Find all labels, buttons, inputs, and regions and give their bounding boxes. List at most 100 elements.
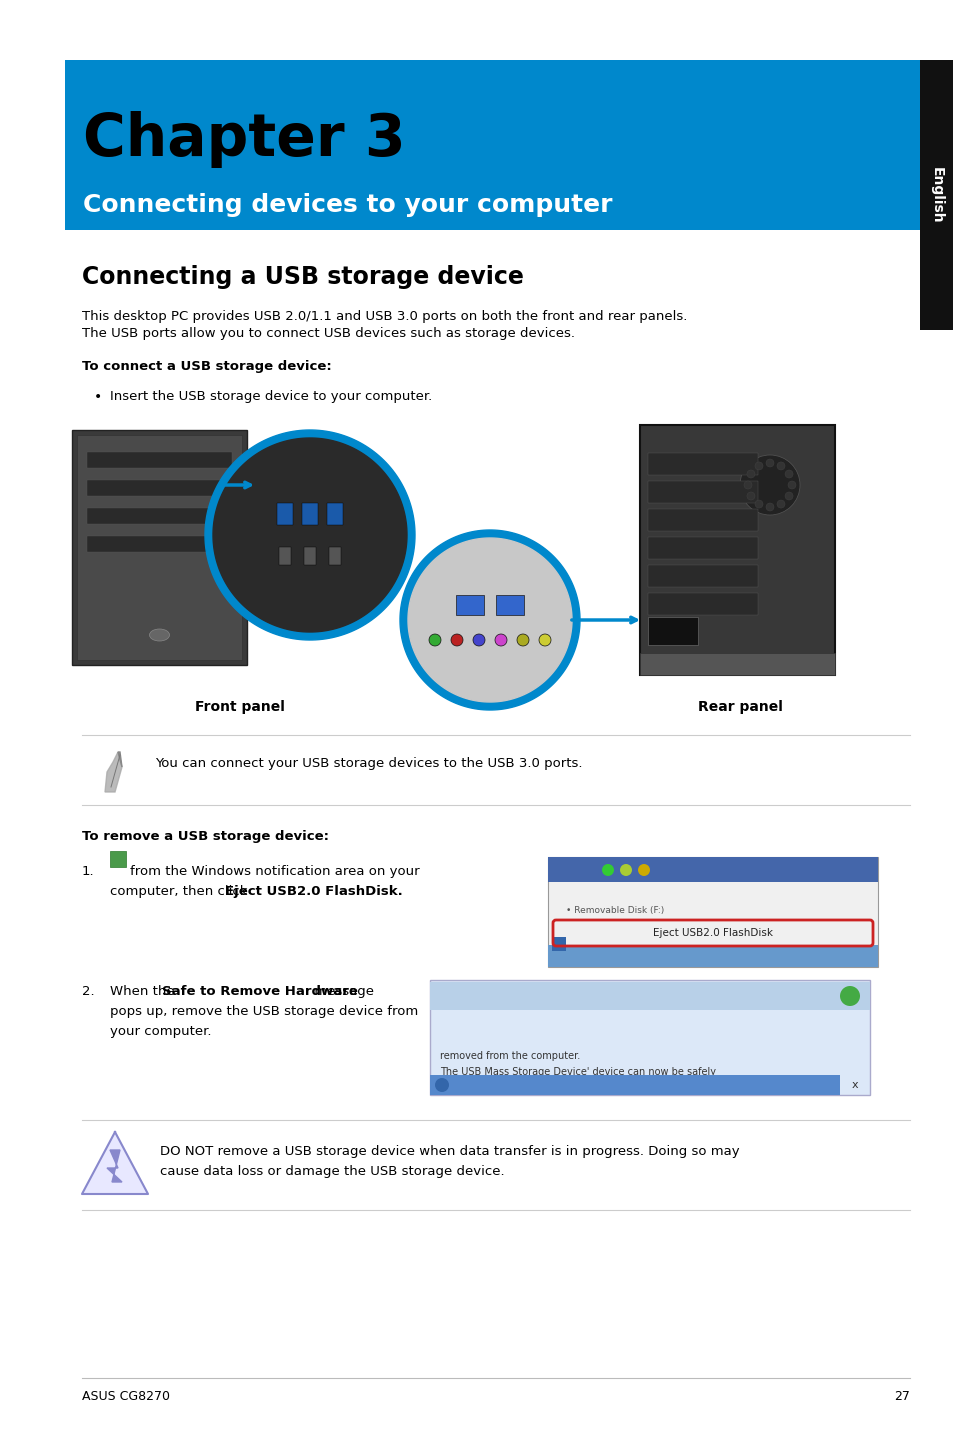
Bar	[547, 857, 877, 881]
Text: i: i	[439, 1080, 443, 1090]
Ellipse shape	[754, 462, 762, 470]
Text: Eject USB2.0 FlashDisk.: Eject USB2.0 FlashDisk.	[225, 884, 402, 897]
Ellipse shape	[754, 500, 762, 508]
Bar	[276, 503, 293, 525]
Polygon shape	[105, 752, 122, 792]
Text: removed from the computer.: removed from the computer.	[439, 1051, 579, 1061]
Text: ✓: ✓	[114, 870, 121, 880]
Text: English: English	[929, 167, 943, 223]
Bar	[919, 60, 953, 329]
Polygon shape	[107, 1150, 122, 1182]
Bar	[327, 503, 343, 525]
Bar	[87, 480, 232, 496]
Text: message: message	[310, 985, 374, 998]
Text: 1/1/2002: 1/1/2002	[835, 870, 869, 880]
Text: Front panel: Front panel	[194, 700, 285, 715]
Text: Rear panel: Rear panel	[697, 700, 781, 715]
Polygon shape	[408, 538, 572, 702]
Polygon shape	[242, 475, 312, 495]
Polygon shape	[205, 430, 415, 640]
Text: Safe to Remove Hardware: Safe to Remove Hardware	[162, 985, 357, 998]
Text: Open Devices and Printers: Open Devices and Printers	[569, 951, 700, 961]
Bar	[65, 60, 919, 230]
Text: your computer.: your computer.	[110, 1025, 212, 1038]
Bar	[547, 945, 877, 966]
Bar	[647, 617, 698, 646]
Polygon shape	[82, 1132, 148, 1194]
Bar	[647, 592, 758, 615]
Ellipse shape	[473, 634, 484, 646]
Bar	[278, 546, 291, 565]
Polygon shape	[213, 439, 407, 631]
Ellipse shape	[776, 462, 784, 470]
Text: To remove a USB storage device:: To remove a USB storage device:	[82, 830, 329, 843]
Bar	[639, 653, 834, 674]
Bar	[71, 430, 247, 664]
Ellipse shape	[619, 864, 631, 876]
Ellipse shape	[765, 503, 773, 510]
Ellipse shape	[746, 492, 754, 500]
Ellipse shape	[435, 1078, 449, 1091]
Ellipse shape	[787, 480, 795, 489]
Text: 2.: 2.	[82, 985, 94, 998]
Ellipse shape	[429, 634, 440, 646]
Bar	[304, 546, 315, 565]
Ellipse shape	[765, 459, 773, 467]
Ellipse shape	[776, 500, 784, 508]
Bar	[87, 452, 232, 467]
Bar	[639, 426, 834, 674]
Bar	[647, 480, 758, 503]
Bar	[329, 546, 340, 565]
Ellipse shape	[451, 634, 462, 646]
Text: ASUS CG8270: ASUS CG8270	[82, 1391, 170, 1403]
Ellipse shape	[601, 864, 614, 876]
Ellipse shape	[746, 470, 754, 477]
Text: The USB Mass Storage Device' device can now be safely: The USB Mass Storage Device' device can …	[439, 1067, 716, 1077]
Ellipse shape	[740, 454, 800, 515]
Bar	[302, 503, 317, 525]
Text: Insert the USB storage device to your computer.: Insert the USB storage device to your co…	[110, 390, 432, 403]
Ellipse shape	[495, 634, 506, 646]
Ellipse shape	[538, 634, 551, 646]
Bar	[647, 453, 758, 475]
Bar	[87, 508, 232, 523]
Bar	[430, 982, 869, 1009]
Bar	[110, 851, 126, 867]
Text: This desktop PC provides USB 2.0/1.1 and USB 3.0 ports on both the front and rea: This desktop PC provides USB 2.0/1.1 and…	[82, 311, 687, 324]
Text: from the Windows notification area on your: from the Windows notification area on yo…	[130, 866, 419, 879]
Text: DO NOT remove a USB storage device when data transfer is in progress. Doing so m: DO NOT remove a USB storage device when …	[160, 1145, 739, 1158]
Bar	[87, 536, 232, 552]
Bar	[496, 595, 523, 615]
Text: •: •	[94, 390, 102, 404]
Text: computer, then click: computer, then click	[110, 884, 252, 897]
Text: pops up, remove the USB storage device from: pops up, remove the USB storage device f…	[110, 1005, 417, 1018]
Bar	[430, 981, 869, 1094]
Ellipse shape	[840, 986, 859, 1007]
Text: Eject USB2.0 FlashDisk: Eject USB2.0 FlashDisk	[652, 928, 772, 938]
Ellipse shape	[743, 480, 751, 489]
Bar	[77, 436, 242, 660]
Bar	[647, 536, 758, 559]
Bar	[456, 595, 483, 615]
Ellipse shape	[784, 470, 792, 477]
Ellipse shape	[638, 864, 649, 876]
Bar	[647, 565, 758, 587]
Bar	[647, 509, 758, 531]
Text: The USB ports allow you to connect USB devices such as storage devices.: The USB ports allow you to connect USB d…	[82, 326, 575, 339]
Bar	[552, 938, 565, 951]
Text: To connect a USB storage device:: To connect a USB storage device:	[82, 360, 332, 372]
Text: When the: When the	[110, 985, 179, 998]
Text: Connecting devices to your computer: Connecting devices to your computer	[83, 193, 612, 217]
Polygon shape	[399, 531, 579, 710]
Bar	[547, 857, 877, 966]
Text: Safe To Remove Hardware: Safe To Remove Hardware	[457, 1080, 594, 1090]
Ellipse shape	[150, 628, 170, 641]
Text: x: x	[851, 1080, 858, 1090]
Text: • Removable Disk (F:): • Removable Disk (F:)	[565, 906, 663, 916]
Text: 1.: 1.	[82, 866, 94, 879]
Ellipse shape	[517, 634, 529, 646]
Polygon shape	[118, 752, 122, 766]
Text: cause data loss or damage the USB storage device.: cause data loss or damage the USB storag…	[160, 1165, 504, 1178]
Text: Chapter 3: Chapter 3	[83, 112, 405, 168]
Text: You can connect your USB storage devices to the USB 3.0 ports.: You can connect your USB storage devices…	[154, 756, 582, 769]
